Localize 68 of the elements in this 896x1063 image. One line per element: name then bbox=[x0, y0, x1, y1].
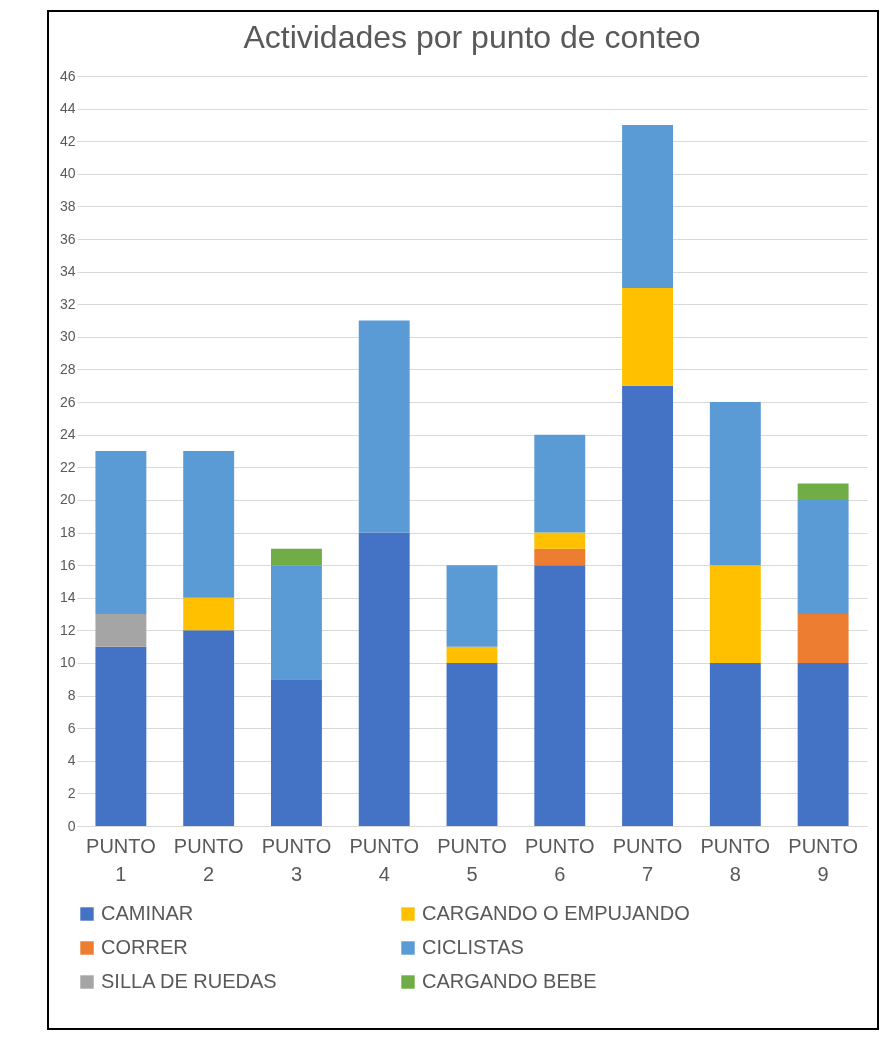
y-tick-label: 10 bbox=[59, 654, 76, 671]
y-tick-label: 28 bbox=[59, 360, 76, 377]
bar bbox=[446, 565, 498, 647]
x-tick-label: PUNTO 7 bbox=[612, 834, 683, 885]
y-tick-label: 16 bbox=[59, 556, 76, 573]
legend-label: CICLISTAS bbox=[422, 936, 524, 958]
legend-label: CARGANDO O EMPUJANDO bbox=[422, 902, 690, 924]
y-tick-label: 8 bbox=[67, 687, 76, 704]
y-tick-label: 44 bbox=[59, 100, 76, 117]
bar bbox=[534, 565, 586, 826]
bar bbox=[270, 679, 322, 826]
bar bbox=[95, 646, 147, 826]
x-tick-label: PUNTO 8 bbox=[700, 834, 771, 885]
bar bbox=[183, 451, 235, 598]
x-tick-label: PUNTO 1 bbox=[86, 834, 156, 885]
y-tick-label: 34 bbox=[59, 263, 76, 280]
chart-title: Actividades por punto de conteo bbox=[243, 19, 701, 55]
bar bbox=[709, 662, 761, 826]
y-tick-label: 22 bbox=[59, 458, 76, 475]
y-tick-label: 2 bbox=[67, 784, 76, 801]
x-tick-label: PUNTO 6 bbox=[524, 834, 595, 885]
legend-label: CAMINAR bbox=[101, 902, 194, 924]
y-tick-label: 46 bbox=[59, 67, 76, 84]
y-tick-label: 18 bbox=[59, 524, 76, 541]
x-tick-label: PUNTO 2 bbox=[173, 834, 244, 885]
legend-label: CORRER bbox=[101, 936, 188, 958]
y-tick-label: 14 bbox=[59, 589, 76, 606]
y-tick-label: 36 bbox=[59, 230, 76, 247]
x-tick-label: PUNTO 9 bbox=[788, 834, 858, 885]
y-tick-label: 32 bbox=[59, 295, 76, 312]
bar bbox=[95, 614, 147, 647]
y-tick-label: 0 bbox=[67, 817, 76, 834]
bar bbox=[358, 532, 410, 826]
y-tick-label: 30 bbox=[59, 328, 76, 345]
x-tick-label: PUNTO 3 bbox=[261, 834, 332, 885]
legend-label: CARGANDO BEBE bbox=[422, 970, 597, 992]
x-tick-label: PUNTO 5 bbox=[437, 834, 507, 885]
y-tick-label: 12 bbox=[59, 621, 76, 638]
bar bbox=[183, 630, 235, 826]
bar bbox=[622, 124, 674, 288]
bar bbox=[95, 451, 147, 615]
bar bbox=[622, 385, 674, 826]
bar bbox=[446, 646, 498, 663]
bar bbox=[709, 402, 761, 566]
y-tick-label: 24 bbox=[59, 426, 76, 443]
legend-label: SILLA DE RUEDAS bbox=[101, 970, 277, 992]
x-tick-label: PUNTO 4 bbox=[349, 834, 420, 885]
bar bbox=[797, 614, 849, 663]
bar bbox=[183, 597, 235, 631]
bar bbox=[709, 565, 761, 663]
y-tick-label: 4 bbox=[67, 752, 76, 769]
bar bbox=[797, 483, 849, 500]
y-tick-label: 40 bbox=[59, 165, 76, 182]
bar bbox=[797, 499, 849, 615]
y-tick-label: 6 bbox=[67, 719, 76, 736]
bar bbox=[534, 434, 586, 533]
bar bbox=[270, 548, 322, 566]
bar bbox=[270, 565, 322, 680]
y-tick-label: 38 bbox=[59, 197, 76, 214]
y-tick-label: 42 bbox=[59, 132, 76, 149]
bar bbox=[534, 532, 586, 549]
bar bbox=[797, 662, 849, 826]
bar bbox=[622, 287, 674, 386]
y-tick-label: 26 bbox=[59, 393, 76, 410]
bar bbox=[534, 548, 586, 566]
y-tick-label: 20 bbox=[59, 491, 76, 508]
bar bbox=[446, 662, 498, 826]
bar bbox=[358, 320, 410, 533]
